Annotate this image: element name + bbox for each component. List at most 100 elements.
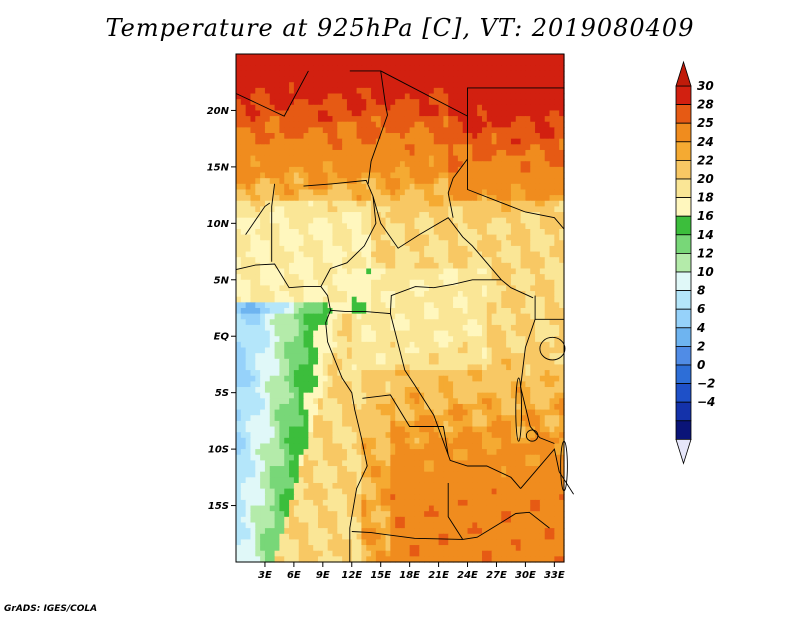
field-cell — [260, 387, 266, 394]
field-cell — [496, 358, 502, 366]
field-cell — [530, 313, 536, 320]
field-cell — [419, 415, 425, 422]
field-cell — [245, 93, 252, 100]
field-cell — [549, 172, 555, 179]
field-cell — [380, 138, 387, 145]
field-cell — [409, 195, 416, 202]
field-cell — [501, 178, 507, 185]
field-cell — [544, 291, 551, 298]
field-cell — [342, 353, 348, 360]
field-cell — [409, 223, 416, 230]
field-cell — [520, 144, 527, 151]
field-cell — [544, 149, 551, 157]
field-cell — [482, 144, 488, 151]
field-cell — [293, 409, 300, 416]
field-cell — [453, 155, 459, 162]
field-cell — [457, 420, 464, 428]
field-cell — [346, 82, 353, 89]
field-cell — [361, 228, 367, 236]
field-cell — [240, 415, 247, 422]
field-cell — [491, 110, 498, 117]
field-cell — [279, 358, 285, 366]
field-cell — [375, 251, 382, 258]
field-cell — [289, 392, 295, 399]
field-cell — [554, 370, 560, 377]
field-cell — [395, 189, 401, 196]
field-cell — [250, 324, 256, 332]
field-cell — [535, 93, 541, 100]
field-cell — [356, 65, 363, 72]
field-cell — [298, 217, 305, 224]
field-cell — [424, 454, 430, 461]
field-cell — [453, 189, 459, 196]
field-cell — [477, 313, 483, 320]
field-cell — [424, 234, 430, 241]
field-cell — [438, 308, 445, 315]
field-cell — [337, 319, 343, 326]
field-cell — [549, 341, 555, 349]
field-cell — [559, 116, 565, 123]
field-cell — [428, 149, 435, 157]
field-cell — [525, 189, 531, 196]
field-cell — [284, 460, 290, 467]
field-cell — [346, 121, 353, 128]
field-cell — [472, 432, 478, 439]
field-cell — [453, 381, 459, 388]
field-cell — [395, 172, 401, 179]
field-cell — [313, 99, 319, 106]
field-cell — [530, 387, 536, 394]
field-cell — [346, 217, 353, 224]
field-cell — [467, 341, 473, 349]
field-cell — [520, 415, 527, 422]
field-cell — [539, 347, 546, 354]
field-cell — [443, 217, 449, 224]
field-cell — [419, 358, 425, 366]
field-cell — [554, 70, 560, 78]
field-cell — [462, 279, 469, 287]
field-cell — [322, 189, 329, 196]
field-cell — [491, 449, 498, 456]
field-cell — [332, 87, 338, 95]
field-cell — [236, 296, 242, 303]
field-cell — [496, 415, 502, 422]
field-cell — [342, 285, 348, 292]
field-cell — [424, 262, 430, 270]
field-cell — [491, 409, 498, 416]
field-cell — [424, 449, 430, 456]
field-cell — [284, 245, 290, 253]
field-cell — [530, 54, 536, 61]
field-cell — [549, 443, 555, 450]
field-cell — [264, 245, 271, 253]
field-cell — [486, 200, 493, 207]
field-cell — [284, 240, 290, 247]
field-cell — [409, 166, 416, 174]
field-cell — [313, 149, 319, 157]
field-cell — [486, 398, 493, 405]
field-cell — [510, 166, 517, 174]
field-cell — [486, 217, 493, 224]
field-cell — [356, 353, 363, 360]
field-cell — [457, 347, 464, 354]
field-cell — [284, 392, 290, 399]
field-cell — [375, 104, 382, 112]
field-cell — [303, 432, 309, 439]
field-cell — [337, 161, 343, 168]
field-cell — [400, 172, 406, 179]
field-cell — [260, 268, 266, 275]
field-cell — [472, 302, 478, 309]
field-cell — [332, 82, 338, 89]
field-cell — [366, 296, 372, 303]
field-cell — [404, 403, 411, 411]
field-cell — [332, 183, 338, 191]
field-cell — [318, 127, 324, 134]
field-cell — [443, 178, 449, 185]
field-cell — [554, 313, 560, 320]
field-cell — [404, 324, 411, 332]
field-cell — [515, 82, 522, 89]
field-cell — [245, 234, 252, 241]
field-cell — [351, 426, 358, 433]
field-cell — [289, 127, 295, 134]
field-cell — [390, 375, 396, 382]
field-cell — [264, 121, 271, 128]
field-cell — [462, 398, 469, 405]
